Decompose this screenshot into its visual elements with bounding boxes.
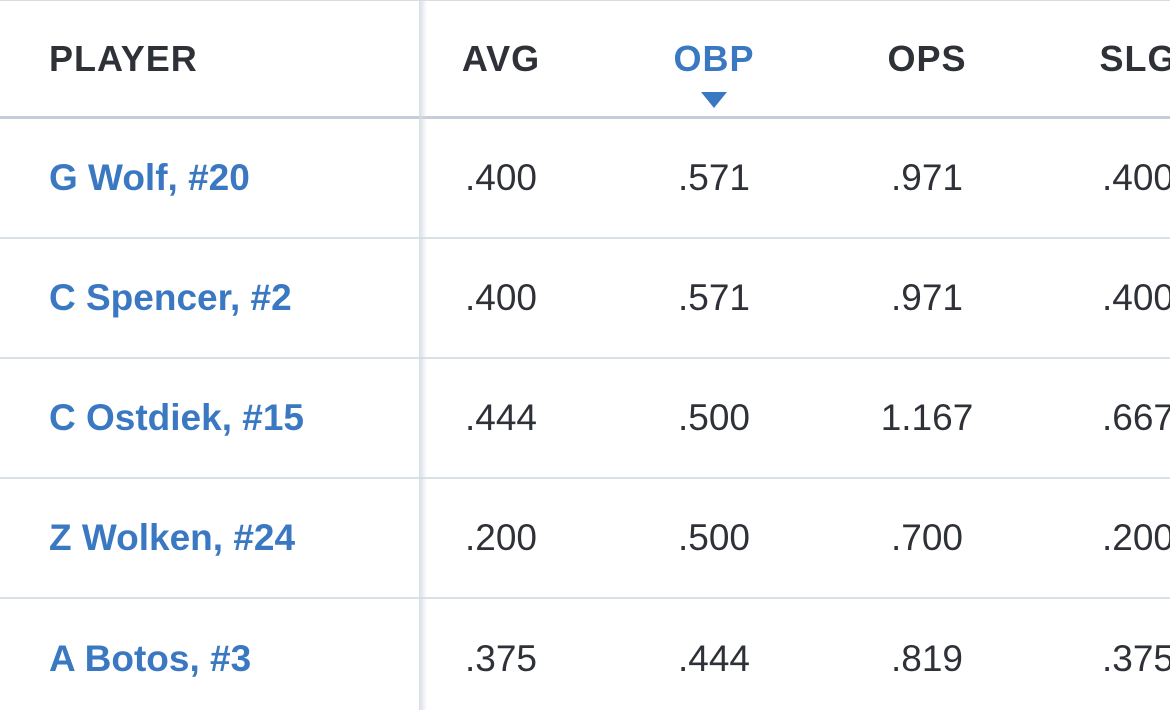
slg-cell: .400 <box>1101 157 1170 198</box>
avg-cell: .375 <box>464 638 537 679</box>
obp-cell: .444 <box>677 638 750 679</box>
table-row: C Ostdiek, #15 .444 .500 1.167 .667 <box>0 359 1170 479</box>
obp-cell: .500 <box>677 517 750 558</box>
column-header-ops[interactable]: OPS <box>887 37 967 79</box>
slg-cell: .375 <box>1101 638 1170 679</box>
obp-cell: .571 <box>677 277 750 318</box>
player-link[interactable]: A Botos, #3 <box>49 638 252 679</box>
obp-cell: .500 <box>677 397 750 438</box>
ops-cell: .700 <box>890 517 963 558</box>
player-link[interactable]: C Ostdiek, #15 <box>49 397 305 438</box>
avg-cell: .444 <box>464 397 537 438</box>
avg-cell: .400 <box>464 277 537 318</box>
ops-cell: .819 <box>890 638 963 679</box>
ops-cell: 1.167 <box>880 397 974 438</box>
table-row: A Botos, #3 .375 .444 .819 .375 <box>0 599 1170 710</box>
table-header-row: PLAYER AVG OBP OPS SLG <box>0 1 1170 119</box>
slg-cell: .400 <box>1101 277 1170 318</box>
ops-cell: .971 <box>890 157 963 198</box>
avg-cell: .200 <box>464 517 537 558</box>
slg-cell: .667 <box>1101 397 1170 438</box>
table-row: Z Wolken, #24 .200 .500 .700 .200 <box>0 479 1170 599</box>
ops-cell: .971 <box>890 277 963 318</box>
slg-cell: .200 <box>1101 517 1170 558</box>
column-header-obp[interactable]: OBP <box>673 37 755 79</box>
column-header-slg[interactable]: SLG <box>1099 37 1170 79</box>
player-link[interactable]: C Spencer, #2 <box>49 277 292 318</box>
sort-descending-icon <box>701 92 727 108</box>
column-header-player[interactable]: PLAYER <box>49 37 198 79</box>
player-link[interactable]: Z Wolken, #24 <box>49 517 296 558</box>
table-row: C Spencer, #2 .400 .571 .971 .400 <box>0 239 1170 359</box>
avg-cell: .400 <box>464 157 537 198</box>
obp-cell: .571 <box>677 157 750 198</box>
column-header-avg[interactable]: AVG <box>461 37 541 79</box>
table-row: G Wolf, #20 .400 .571 .971 .400 <box>0 119 1170 239</box>
player-link[interactable]: G Wolf, #20 <box>49 157 250 198</box>
